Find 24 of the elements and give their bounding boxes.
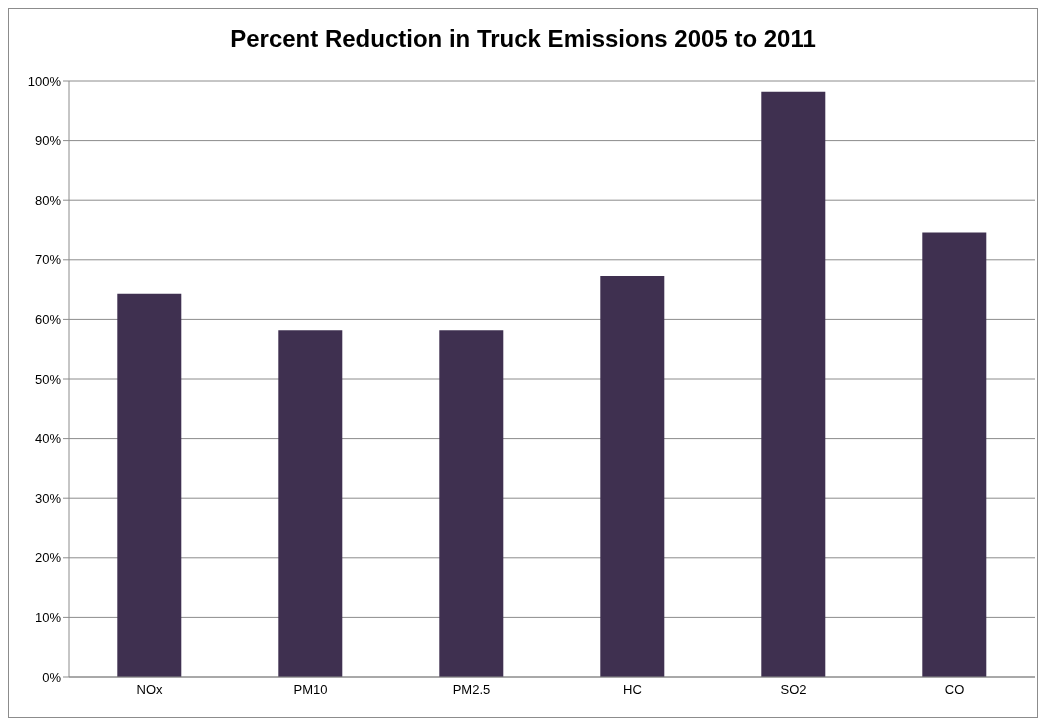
y-tick-label: 80% bbox=[34, 192, 62, 208]
y-tick-label: 60% bbox=[34, 312, 62, 328]
x-tick-label: NOx bbox=[136, 682, 163, 698]
y-tick-label: 40% bbox=[34, 431, 62, 447]
x-tick-label: PM2.5 bbox=[452, 682, 491, 698]
x-tick-label: HC bbox=[623, 682, 642, 698]
bar bbox=[761, 91, 826, 677]
bar bbox=[439, 330, 504, 677]
bar bbox=[117, 293, 182, 677]
bar bbox=[600, 275, 665, 677]
x-tick-label: SO2 bbox=[780, 682, 807, 698]
chart-title: Percent Reduction in Truck Emissions 2005 to 2011 bbox=[229, 24, 817, 54]
x-tick-label: CO bbox=[944, 682, 965, 698]
y-tick-label: 20% bbox=[34, 550, 62, 566]
y-tick-label: 100% bbox=[27, 73, 62, 89]
bar bbox=[922, 232, 987, 677]
x-tick-label: PM10 bbox=[293, 682, 328, 698]
y-tick-label: 30% bbox=[34, 490, 62, 506]
y-tick-label: 0% bbox=[42, 669, 62, 685]
y-tick-label: 50% bbox=[34, 371, 62, 387]
y-tick-label: 90% bbox=[34, 133, 62, 149]
bar bbox=[278, 330, 343, 677]
y-tick-label: 10% bbox=[34, 610, 62, 626]
y-tick-label: 70% bbox=[34, 252, 62, 268]
